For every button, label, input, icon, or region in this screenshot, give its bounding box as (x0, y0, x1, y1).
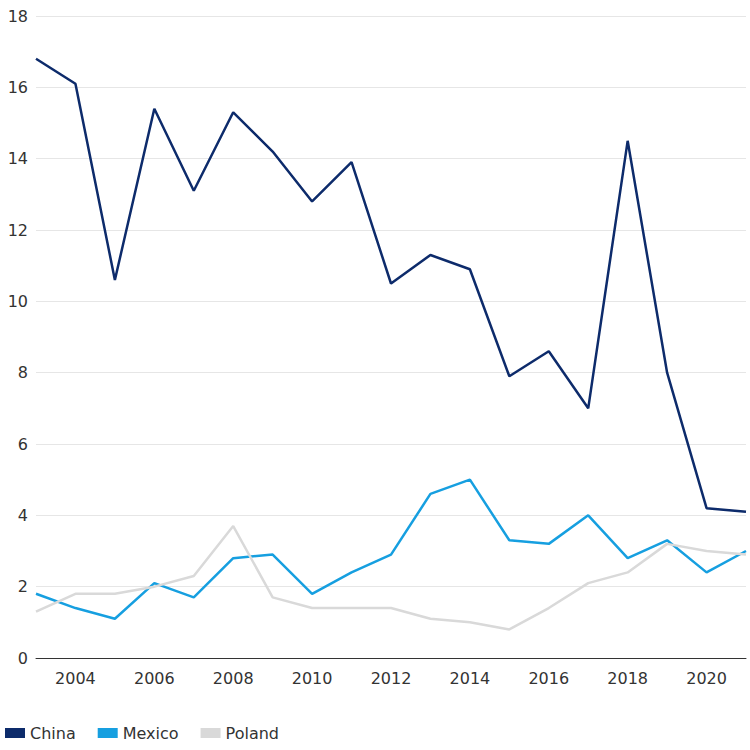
svg-text:14: 14 (8, 149, 28, 168)
svg-text:2010: 2010 (292, 669, 333, 688)
svg-text:2012: 2012 (371, 669, 412, 688)
svg-text:8: 8 (18, 363, 28, 382)
svg-text:China: China (30, 724, 76, 743)
svg-text:2020: 2020 (686, 669, 727, 688)
svg-text:2014: 2014 (450, 669, 491, 688)
svg-text:0: 0 (18, 649, 28, 668)
svg-text:2004: 2004 (55, 669, 96, 688)
svg-text:16: 16 (8, 78, 28, 97)
svg-text:6: 6 (18, 435, 28, 454)
svg-text:12: 12 (8, 221, 28, 240)
svg-text:Mexico: Mexico (123, 724, 179, 743)
svg-text:2006: 2006 (134, 669, 175, 688)
svg-text:2018: 2018 (607, 669, 648, 688)
svg-text:18: 18 (8, 7, 28, 26)
svg-text:2: 2 (18, 577, 28, 596)
svg-text:2008: 2008 (213, 669, 254, 688)
svg-text:10: 10 (8, 292, 28, 311)
svg-text:2016: 2016 (528, 669, 569, 688)
svg-text:Poland: Poland (226, 724, 279, 743)
svg-text:4: 4 (18, 506, 28, 525)
